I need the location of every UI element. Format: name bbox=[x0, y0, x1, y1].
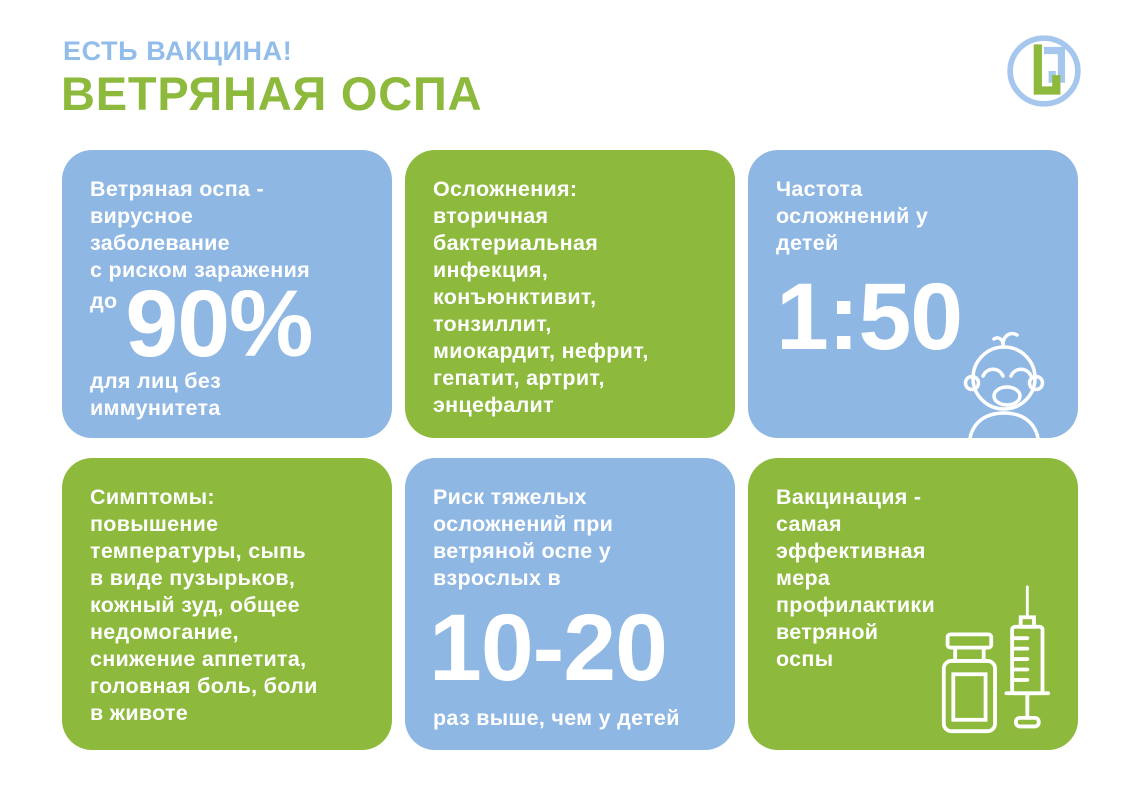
page-title: ВЕТРЯНАЯ ОСПА bbox=[61, 67, 483, 120]
stat-value: 90% bbox=[125, 271, 313, 377]
header-kicker: ЕСТЬ ВАКЦИНА! bbox=[63, 36, 293, 66]
card-vaccination: Вакцинация - самая эффективная мера проф… bbox=[748, 458, 1078, 750]
stat-value: 10-20 bbox=[429, 595, 668, 701]
vaccine-vial-syringe-icon bbox=[941, 585, 1051, 734]
baby-icon bbox=[963, 331, 1045, 438]
stat-caption: раз выше, чем у детей bbox=[433, 705, 680, 730]
card-text: Симптомы: повышение температуры, сыпь в … bbox=[90, 485, 318, 725]
card-infection-risk: Ветряная оспа - вирусное заболевание с р… bbox=[62, 150, 392, 438]
card-complication-frequency: Частота осложнений у детей 1:50 bbox=[748, 150, 1078, 438]
card-text: для лиц без иммунитета bbox=[90, 368, 222, 420]
card-symptoms: Симптомы: повышение температуры, сыпь в … bbox=[62, 458, 392, 750]
card-text: Вакцинация - самая эффективная мера проф… bbox=[776, 485, 935, 671]
stat-value: 1:50 bbox=[776, 264, 963, 370]
card-complications: Осложнения: вторичная бактериальная инфе… bbox=[405, 150, 735, 438]
card-text: Риск тяжелых осложнений при ветряной осп… bbox=[433, 485, 614, 590]
card-adult-risk: Риск тяжелых осложнений при ветряной осп… bbox=[405, 458, 735, 750]
cards-grid: Ветряная оспа - вирусное заболевание с р… bbox=[62, 150, 1078, 750]
stat-prefix: до bbox=[90, 289, 118, 313]
card-text: Осложнения: вторичная бактериальная инфе… bbox=[433, 177, 649, 417]
stat-row: до 90% bbox=[90, 277, 368, 371]
card-text: Частота осложнений у детей bbox=[776, 177, 929, 255]
card-text: Ветряная оспа - вирусное заболевание с р… bbox=[90, 177, 310, 282]
medical-center-logo-icon bbox=[1007, 35, 1081, 107]
